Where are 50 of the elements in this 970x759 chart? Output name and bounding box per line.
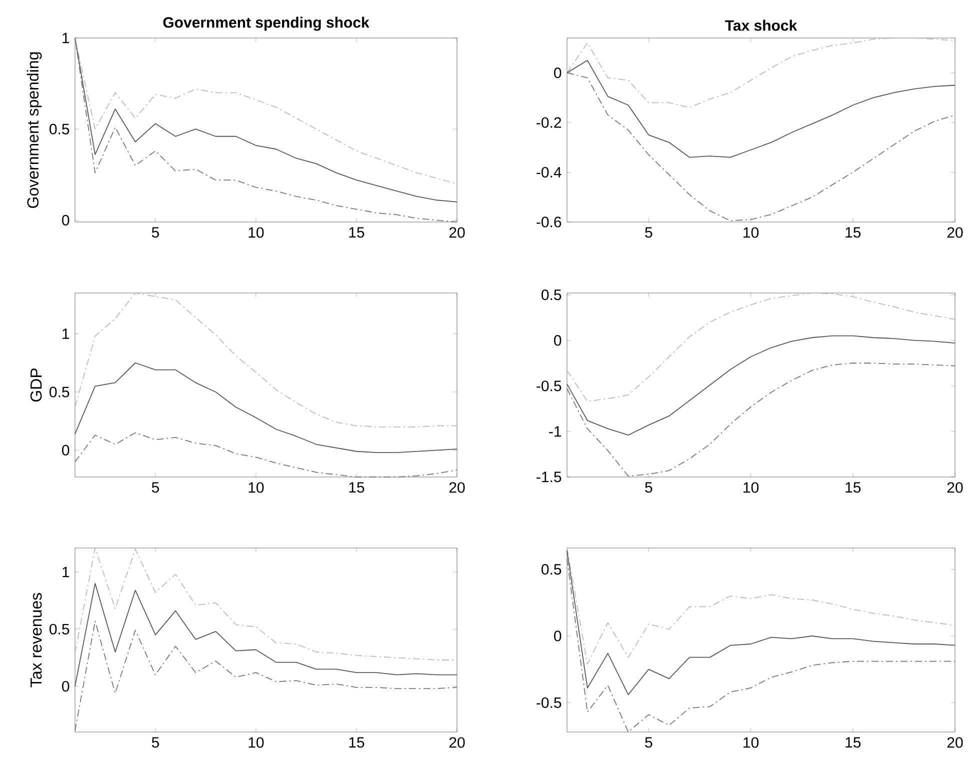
x-tick-label: 20	[947, 737, 963, 748]
x-tick-label: 20	[947, 482, 963, 493]
y-tick-label: 1	[62, 32, 70, 44]
y-tick-label: 0	[62, 214, 70, 226]
y-tick-label: -0.5	[536, 697, 562, 708]
x-tick-label: 15	[349, 482, 364, 493]
x-tick-label: 15	[846, 227, 861, 238]
y-tick-label: 0	[62, 680, 70, 692]
x-tick-label: 15	[846, 737, 861, 748]
x-tick-label: 10	[744, 482, 759, 493]
x-tick-label: 20	[449, 482, 465, 493]
y-tick-label: -1.5	[536, 472, 562, 482]
x-tick-label: 10	[248, 737, 264, 748]
x-tick-label: 10	[744, 737, 759, 748]
y-tick-label: 0	[554, 630, 562, 642]
x-tick-label: 20	[449, 227, 465, 238]
x-tick-label: 10	[744, 227, 759, 238]
x-tick-label: 5	[645, 482, 652, 493]
y-axis-title: Tax revenues	[30, 593, 42, 688]
x-tick-label: 15	[349, 227, 364, 238]
y-tick-label: 0	[554, 335, 562, 346]
y-tick-label: -0.6	[536, 216, 562, 228]
y-tick-label: -0.5	[536, 380, 562, 392]
x-tick-label: 10	[248, 482, 264, 493]
y-tick-label: 0.5	[50, 124, 70, 134]
y-tick-label: 0.5	[50, 386, 70, 398]
y-tick-label: -0.2	[536, 117, 562, 128]
x-tick-label: 5	[645, 737, 652, 748]
y-tick-label: 1	[62, 328, 70, 339]
y-tick-label: -1	[549, 426, 562, 437]
y-tick-label: 0	[62, 444, 70, 456]
x-tick-label: 15	[349, 737, 364, 748]
y-tick-label: 0.5	[50, 624, 70, 634]
x-tick-label: 5	[152, 227, 159, 238]
y-axis-title: Government spending	[26, 52, 42, 208]
y-tick-label: 0.5	[542, 564, 562, 575]
x-tick-label: 5	[645, 227, 652, 238]
x-tick-label: 5	[152, 737, 159, 748]
y-tick-label: 0.5	[542, 290, 562, 300]
x-tick-label: 20	[449, 737, 465, 748]
chart-title: Tax shock	[725, 20, 798, 31]
x-tick-label: 15	[846, 482, 861, 493]
x-tick-label: 5	[152, 482, 159, 493]
y-tick-label: -0.4	[536, 166, 562, 178]
x-tick-label: 20	[947, 227, 963, 238]
y-tick-label: 1	[62, 566, 70, 578]
chart-title: Government spending shock	[163, 16, 370, 31]
y-tick-label: 0	[554, 67, 562, 78]
y-axis-title: GDP	[30, 368, 42, 402]
x-tick-label: 10	[248, 227, 264, 238]
